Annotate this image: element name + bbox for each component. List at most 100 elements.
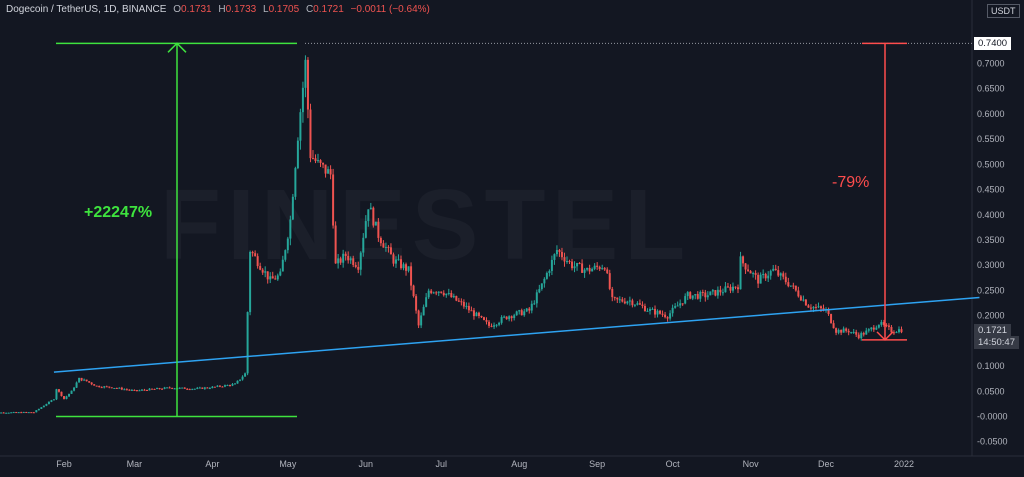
candle	[528, 306, 531, 314]
candle-body	[877, 324, 880, 328]
candle-body	[709, 291, 712, 296]
candle	[68, 393, 71, 398]
candle-body	[394, 259, 397, 264]
candle-body	[153, 388, 156, 390]
candle-body	[90, 382, 93, 385]
candle	[654, 305, 657, 318]
candle	[422, 304, 425, 316]
candle-body	[882, 322, 885, 325]
candle-body	[467, 305, 470, 311]
candle	[867, 328, 870, 333]
candle-body	[244, 373, 247, 377]
candle	[777, 265, 780, 277]
candle	[530, 300, 533, 314]
candle-body	[606, 269, 609, 274]
candle	[259, 262, 262, 271]
candle-body	[475, 312, 478, 317]
candle	[782, 271, 785, 280]
candle	[525, 307, 528, 313]
candle	[485, 317, 488, 325]
candle-body	[835, 328, 838, 333]
candle-body	[777, 270, 780, 276]
candle	[623, 297, 626, 305]
candle-body	[515, 311, 518, 316]
candle-body	[641, 304, 644, 306]
candle	[20, 411, 23, 414]
candle	[797, 286, 800, 298]
candle-body	[228, 385, 231, 387]
candle	[405, 262, 408, 276]
candle-body	[721, 292, 724, 294]
candle-body	[900, 329, 903, 333]
y-tick-label: 0.0500	[977, 386, 1005, 396]
candle	[143, 388, 146, 391]
candle	[792, 282, 795, 290]
candle	[762, 269, 765, 279]
candle-body	[782, 273, 785, 277]
candle-body	[457, 300, 460, 302]
candle-body	[472, 310, 475, 317]
candle	[254, 250, 257, 257]
candle	[699, 290, 702, 302]
candle-body	[234, 383, 237, 385]
y-tick-label: 0.5000	[977, 159, 1005, 169]
candle	[0, 412, 3, 414]
candle-body	[374, 221, 377, 226]
candle-body	[103, 386, 106, 388]
candle	[719, 285, 722, 296]
candle-body	[525, 308, 528, 312]
currency-unit-button[interactable]: USDT	[987, 4, 1020, 18]
candle	[742, 255, 745, 267]
candle	[158, 387, 161, 390]
candle	[327, 166, 330, 174]
candle	[344, 251, 347, 261]
candle-body	[842, 328, 845, 333]
candle-body	[505, 316, 508, 320]
candle	[181, 387, 184, 389]
candle	[591, 267, 594, 272]
candle	[52, 399, 55, 401]
candle	[510, 315, 513, 322]
candle-body	[661, 313, 664, 315]
candle	[578, 262, 581, 265]
candle-body	[754, 273, 757, 275]
candle	[500, 315, 503, 325]
candle-body	[669, 313, 672, 319]
candle-body	[128, 389, 131, 391]
candle-body	[60, 391, 63, 397]
candle-body	[259, 266, 262, 270]
candle-body	[865, 330, 868, 335]
candle	[223, 384, 226, 388]
candle-body	[809, 307, 812, 309]
candle	[545, 271, 548, 280]
candle-body	[138, 390, 141, 392]
candle-body	[533, 303, 536, 305]
candle	[784, 272, 787, 285]
candle-body	[583, 269, 586, 273]
candle	[538, 284, 541, 294]
candle	[759, 272, 762, 284]
candle-body	[151, 388, 154, 390]
candle-body	[25, 412, 28, 414]
candle-body	[379, 237, 382, 244]
candle	[145, 389, 148, 392]
candle-body	[820, 306, 823, 309]
candle-body	[593, 265, 596, 269]
candle-body	[857, 334, 860, 339]
candle	[244, 372, 247, 377]
candle-body	[571, 261, 574, 269]
candle	[133, 389, 136, 391]
candle	[12, 411, 15, 414]
candle-body	[664, 314, 667, 318]
candle	[659, 309, 662, 315]
candle	[206, 387, 209, 389]
candle-body	[299, 112, 302, 141]
candle	[447, 288, 450, 296]
x-tick-label: Oct	[666, 459, 681, 469]
candle	[588, 264, 591, 275]
candle-body	[95, 385, 98, 387]
y-tick-label: -0.0500	[977, 437, 1008, 447]
y-tick-label: 0.5500	[977, 134, 1005, 144]
